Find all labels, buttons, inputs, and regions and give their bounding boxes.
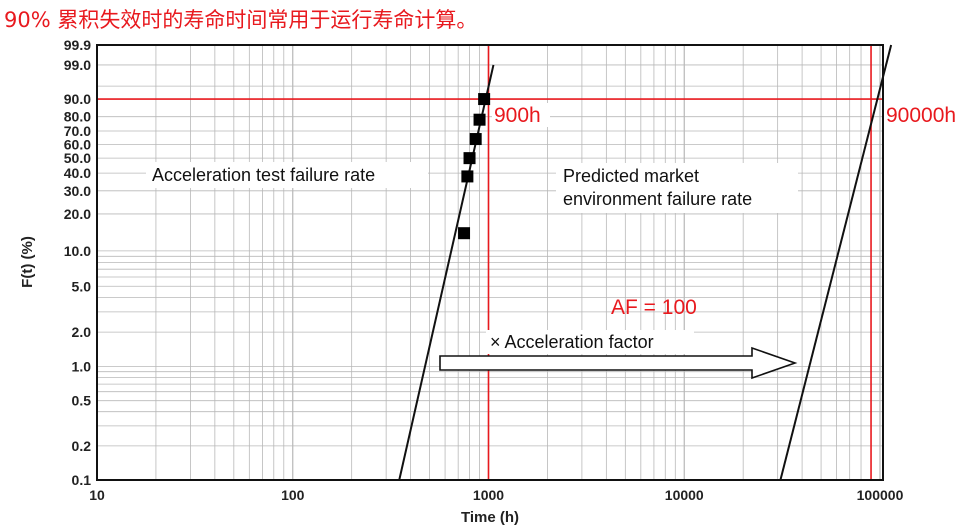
annotation-accel-factor: × Acceleration factor	[490, 332, 654, 352]
y-tick-label: 40.0	[64, 165, 91, 181]
x-tick-label: 10	[89, 487, 105, 503]
data-point-marker	[458, 227, 471, 240]
y-tick-label: 90.0	[64, 91, 91, 107]
chart-caption: 90% 累积失效时的寿命时间常用于运行寿命计算。	[4, 8, 478, 32]
y-tick-label: 99.9	[64, 37, 91, 53]
x-tick-label: 10000	[665, 487, 704, 503]
y-tick-label: 0.5	[72, 393, 92, 409]
y-tick-labels: 0.1 0.2 0.5 1.0 2.0 5.0 10.0 20.0 30.0 40.050.060…	[64, 37, 91, 488]
y-tick-label: 10.0	[64, 243, 91, 259]
annotation-market-rate-line2: environment failure rate	[563, 189, 752, 209]
y-tick-label: 5.0	[72, 278, 92, 294]
annotation-t-market: 90000h	[886, 104, 956, 127]
x-axis-title: Time (h)	[461, 509, 519, 526]
data-point-marker	[463, 152, 476, 165]
annotation-test-rate: Acceleration test failure rate	[152, 165, 375, 185]
markers	[458, 93, 491, 240]
label-bg-test-rate	[146, 162, 428, 188]
y-tick-label: 60.0	[64, 136, 91, 152]
x-tick-label: 100	[281, 487, 305, 503]
y-tick-label: 50.0	[64, 150, 91, 166]
label-bg-accel-factor	[486, 330, 694, 354]
x-tick-labels: 10 100 1000 10000 100000	[89, 487, 903, 503]
y-tick-label: 80.0	[64, 109, 91, 125]
annotation-af-value: AF = 100	[611, 296, 697, 319]
annotation-t-test: 900h	[494, 104, 541, 127]
data-point-marker	[478, 93, 491, 106]
annotation-market-rate-line1: Predicted market	[563, 166, 699, 186]
label-bg-t-test	[492, 103, 550, 127]
y-tick-label: 70.0	[64, 123, 91, 139]
series-line-market-rate	[779, 44, 893, 481]
arrow-acceleration-factor	[439, 346, 798, 380]
grid	[96, 44, 883, 481]
y-tick-label: 0.2	[72, 438, 92, 454]
label-bg-t-market	[884, 103, 972, 127]
y-tick-label: 20.0	[64, 206, 91, 222]
x-tick-label: 1000	[473, 487, 504, 503]
y-axis-title: F(t) (%)	[19, 236, 36, 288]
data-point-marker	[461, 170, 474, 183]
data-point-marker	[473, 113, 486, 126]
y-tick-label: 0.1	[72, 472, 92, 488]
y-tick-label: 1.0	[72, 358, 92, 374]
plot-area-border	[96, 44, 884, 481]
y-tick-label: 2.0	[72, 324, 92, 340]
data-point-marker	[469, 133, 482, 146]
y-tick-label: 30.0	[64, 183, 91, 199]
x-tick-label: 100000	[857, 487, 904, 503]
y-tick-label: 99.0	[64, 57, 91, 73]
label-bg-market-rate	[556, 163, 798, 213]
